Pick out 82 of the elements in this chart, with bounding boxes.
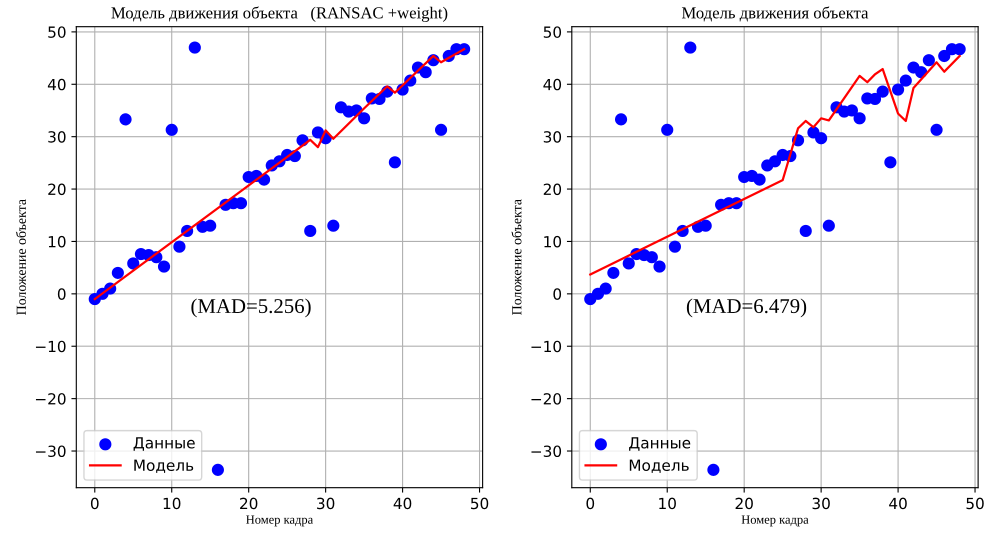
x-tick-label: 40	[394, 498, 412, 510]
point	[119, 113, 132, 126]
y-tick-label: 40	[543, 78, 562, 90]
point	[938, 50, 950, 62]
x-tick-label: 10	[659, 498, 676, 510]
legend-label: Модель	[134, 460, 194, 473]
point	[188, 42, 201, 54]
point	[166, 124, 178, 136]
point	[846, 104, 858, 117]
point	[815, 132, 828, 144]
point	[204, 220, 216, 232]
x-tick-label: 30	[812, 498, 830, 510]
x-axis-title: Номер кадра	[246, 515, 314, 526]
point	[420, 66, 432, 78]
point	[753, 174, 766, 186]
point	[876, 86, 889, 98]
y-tick-label: 0	[58, 288, 66, 300]
point	[800, 224, 812, 238]
point	[707, 464, 720, 476]
point	[388, 156, 401, 168]
x-tick-label: 10	[164, 498, 180, 510]
point	[646, 251, 658, 264]
point	[358, 112, 370, 124]
point	[700, 220, 712, 232]
y-tick-label: −10	[36, 340, 66, 352]
point	[684, 42, 696, 54]
point	[900, 74, 912, 87]
point	[212, 464, 224, 476]
point	[768, 155, 782, 168]
y-axis-title: Положение объекта	[16, 199, 26, 315]
y-tick-label: 20	[48, 184, 66, 196]
annotation: (MAD=6.479)	[686, 298, 806, 318]
x-tick-label: 0	[90, 498, 99, 510]
y-tick-label: 30	[48, 131, 66, 143]
y-axis-title: Положение объекта	[511, 199, 522, 315]
point	[922, 54, 935, 66]
x-tick-label: 40	[889, 498, 907, 510]
point	[607, 266, 620, 279]
point	[892, 83, 904, 96]
point	[668, 240, 681, 253]
y-tick-label: −20	[36, 393, 66, 405]
x-axis-title: Номер кадра	[742, 515, 809, 526]
annotation: (MAD=5.256)	[191, 298, 311, 318]
point	[127, 257, 140, 270]
x-tick-label: 20	[736, 498, 753, 510]
point	[327, 220, 340, 232]
point	[930, 124, 943, 136]
point	[600, 282, 612, 295]
y-tick-label: 50	[544, 26, 562, 38]
y-tick-label: 20	[544, 184, 562, 196]
y-tick-label: 0	[553, 288, 562, 300]
y-tick-label: 10	[48, 236, 66, 248]
x-tick-label: 0	[586, 498, 594, 510]
y-tick-label: 30	[544, 131, 562, 143]
legend-label: Модель	[630, 460, 689, 473]
y-tick-label: −10	[531, 340, 562, 352]
x-tick-label: 30	[317, 498, 334, 510]
y-tick-label: −30	[36, 445, 66, 458]
point	[822, 220, 835, 232]
point	[614, 113, 628, 126]
y-tick-label: 10	[544, 236, 562, 248]
point	[158, 260, 170, 273]
point	[304, 224, 316, 238]
point	[884, 156, 896, 168]
point	[434, 124, 448, 136]
chart-title: Модель движения объекта (RANSAC +weight)	[111, 6, 448, 22]
y-tick-label: −20	[531, 393, 562, 405]
legend-label: Данные	[629, 437, 690, 451]
y-tick-label: −30	[531, 445, 562, 458]
point	[854, 112, 866, 124]
x-tick-label: 50	[966, 498, 984, 510]
x-tick-label: 20	[240, 498, 258, 510]
chart-title: Модель движения объекта	[682, 6, 868, 22]
x-tick-label: 50	[471, 498, 488, 510]
y-tick-label: 40	[48, 78, 66, 90]
point	[622, 257, 635, 270]
point	[661, 124, 674, 136]
legend-label: Данные	[134, 437, 195, 451]
y-tick-label: 50	[48, 26, 66, 38]
point	[173, 240, 186, 253]
point	[653, 260, 666, 273]
point	[112, 266, 124, 279]
